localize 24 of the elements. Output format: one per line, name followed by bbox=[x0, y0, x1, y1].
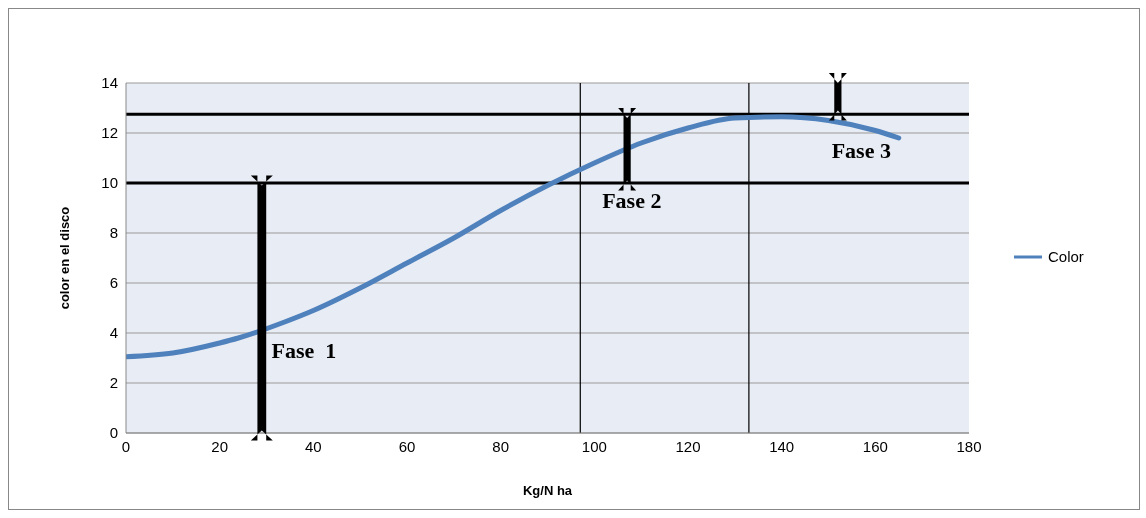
legend-label: Color bbox=[1048, 248, 1084, 265]
annotation: Fase 1 bbox=[271, 338, 337, 363]
y-tick-label: 6 bbox=[109, 274, 118, 292]
x-tick-label: 60 bbox=[398, 437, 416, 455]
annotation: Fase 2 bbox=[602, 188, 662, 213]
x-tick-label: 180 bbox=[956, 437, 982, 455]
x-tick-label: 40 bbox=[304, 437, 322, 455]
y-tick-label: 12 bbox=[101, 124, 118, 142]
y-tick-label: 4 bbox=[109, 324, 118, 342]
x-tick-label: 100 bbox=[581, 437, 607, 455]
annotation: Fase 3 bbox=[831, 138, 891, 163]
x-tick-label: 80 bbox=[492, 437, 510, 455]
y-tick-label: 10 bbox=[101, 174, 118, 192]
x-tick-label: 0 bbox=[121, 437, 131, 455]
y-tick-label: 0 bbox=[109, 424, 118, 442]
x-tick-label: 120 bbox=[675, 437, 701, 455]
y-tick-label: 8 bbox=[109, 224, 118, 242]
x-tick-label: 20 bbox=[211, 437, 229, 455]
y-tick-label: 14 bbox=[101, 74, 118, 92]
x-tick-label: 140 bbox=[769, 437, 795, 455]
x-tick-label: 160 bbox=[862, 437, 888, 455]
y-tick-label: 2 bbox=[109, 374, 118, 392]
y-axis-title: color en el disco bbox=[56, 206, 72, 310]
x-axis-title: Kg/N ha bbox=[522, 483, 573, 498]
